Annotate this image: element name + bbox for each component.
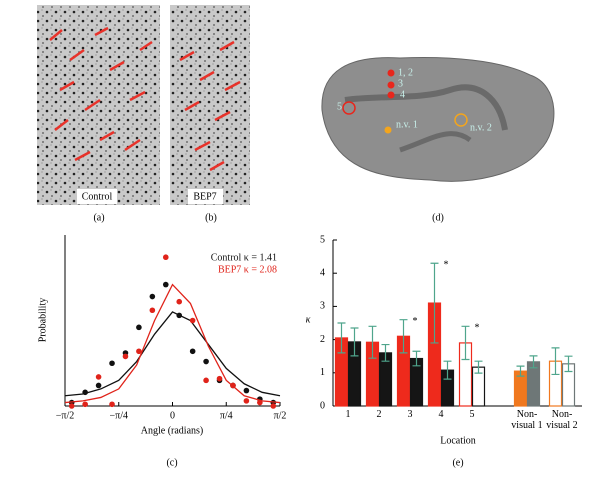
data-point bbox=[68, 403, 75, 409]
y-tick-label: 5 bbox=[320, 234, 325, 245]
error-bar bbox=[461, 325, 470, 361]
x-tick-label: Non-visual 2 bbox=[546, 409, 578, 431]
error-bar bbox=[399, 319, 408, 354]
x-axis-label: Angle (radians) bbox=[141, 425, 203, 436]
panel-label: (b) bbox=[205, 212, 217, 223]
x-tick-label: Non-visual 1 bbox=[511, 409, 543, 431]
data-point bbox=[95, 382, 102, 389]
y-axis-label: Probability bbox=[37, 298, 48, 342]
significance-mark: * bbox=[413, 316, 418, 327]
panel-label: (e) bbox=[452, 457, 463, 468]
error-bar bbox=[551, 347, 560, 376]
data-point bbox=[82, 389, 88, 396]
y-tick-label: 4 bbox=[320, 267, 325, 278]
brain-label: 3 bbox=[398, 78, 403, 89]
panel-label: (d) bbox=[432, 212, 444, 223]
data-point bbox=[257, 399, 263, 406]
image-label: Control bbox=[82, 191, 113, 202]
data-point bbox=[216, 375, 223, 382]
fit-line bbox=[64, 283, 281, 404]
brain-label: 5 bbox=[337, 101, 342, 112]
data-point bbox=[109, 360, 115, 367]
x-tick-label: π/4 bbox=[220, 410, 233, 421]
data-point bbox=[243, 398, 250, 404]
error-bar bbox=[412, 350, 421, 367]
data-point bbox=[149, 293, 156, 300]
error-bar bbox=[443, 360, 452, 380]
data-point bbox=[122, 353, 129, 360]
legend-entry: BEP7 κ = 2.08 bbox=[218, 264, 277, 275]
brain-label: 1, 2 bbox=[398, 67, 413, 78]
data-point bbox=[82, 401, 88, 408]
x-tick-label: 3 bbox=[407, 409, 413, 420]
data-point bbox=[176, 298, 183, 305]
x-tick-label: 4 bbox=[438, 409, 444, 420]
data-point bbox=[162, 281, 169, 288]
data-point bbox=[189, 348, 196, 355]
data-point bbox=[230, 382, 236, 389]
significance-mark: * bbox=[475, 323, 480, 334]
brain-label: n.v. 1 bbox=[396, 119, 418, 130]
data-point bbox=[176, 312, 183, 319]
error-bar bbox=[474, 360, 483, 374]
data-point bbox=[95, 374, 102, 380]
y-tick-label: 2 bbox=[320, 334, 325, 345]
y-tick-label: 3 bbox=[320, 301, 325, 312]
x-axis-label: Location bbox=[440, 435, 476, 446]
brain-label: 4 bbox=[400, 89, 405, 100]
data-point bbox=[203, 377, 209, 384]
panel-label: (a) bbox=[93, 212, 104, 223]
data-point bbox=[189, 317, 196, 324]
data-point bbox=[149, 307, 156, 314]
panel-label: (c) bbox=[166, 457, 177, 468]
x-tick-label: 1 bbox=[345, 409, 351, 420]
x-tick-label: 2 bbox=[376, 409, 382, 420]
data-point bbox=[162, 254, 169, 261]
micrograph-b: BEP7 bbox=[170, 5, 250, 205]
x-tick-label: −π/4 bbox=[110, 410, 128, 421]
bar bbox=[526, 361, 541, 407]
data-point bbox=[203, 358, 209, 365]
legend-entry: Control κ = 1.41 bbox=[211, 252, 277, 263]
brain-label: n.v. 2 bbox=[470, 122, 492, 133]
significance-mark: * bbox=[444, 260, 449, 271]
data-point bbox=[136, 348, 142, 355]
x-tick-label: 0 bbox=[170, 410, 175, 421]
data-point bbox=[243, 387, 250, 394]
y-tick-label: 0 bbox=[320, 400, 325, 411]
data-point bbox=[109, 401, 115, 408]
fit-line bbox=[64, 311, 281, 397]
data-point bbox=[136, 324, 142, 331]
y-axis-label: κ bbox=[306, 314, 311, 325]
x-tick-label: −π/2 bbox=[56, 410, 74, 421]
data-point bbox=[270, 403, 277, 409]
error-bar bbox=[381, 343, 390, 362]
error-bar bbox=[516, 365, 525, 377]
x-tick-label: π/2 bbox=[274, 410, 287, 421]
error-bar bbox=[337, 322, 346, 354]
error-bar bbox=[529, 355, 538, 369]
micrograph-a: Control bbox=[37, 5, 160, 205]
image-label: BEP7 bbox=[193, 191, 216, 202]
brain-surface bbox=[321, 57, 555, 182]
error-bar bbox=[564, 355, 573, 373]
error-bar bbox=[430, 262, 439, 344]
error-bar bbox=[368, 325, 377, 359]
y-tick-label: 1 bbox=[320, 367, 325, 378]
x-tick-label: 5 bbox=[469, 409, 475, 420]
error-bar bbox=[350, 327, 359, 357]
